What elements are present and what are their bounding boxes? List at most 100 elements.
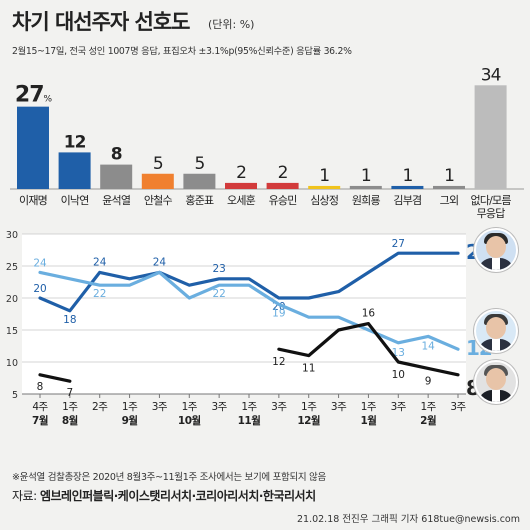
bar-chart: 27% 이재명 12 이낙연 8 윤석열 5 안철수 5 홍준표 2 오세훈 2 유승민 1 심상정 1 원희룡 1…	[10, 65, 524, 220]
page-title: 차기 대선주자 선호도	[12, 10, 191, 34]
x-label-week-3: 1주	[122, 401, 138, 413]
x-label-month-9: 12월	[297, 414, 320, 427]
x-label-week-10: 3주	[331, 401, 347, 413]
bar-6	[266, 182, 299, 189]
data-label-lee_jm-1: 18	[63, 314, 76, 326]
x-label-week-7: 1주	[241, 401, 257, 413]
x-label-month-0: 7월	[32, 414, 48, 427]
data-label-lee_ny-8: 19	[272, 307, 285, 319]
y-tick-25: 25	[6, 262, 18, 273]
bar-value-6: 2	[278, 163, 288, 183]
bar-category-11-line2: 무응답	[477, 207, 506, 220]
x-label-month-3: 9월	[122, 414, 138, 427]
bar-value-10: 1	[444, 166, 454, 186]
x-label-week-9: 1주	[301, 401, 317, 413]
x-label-week-12: 3주	[391, 401, 407, 413]
bar-value-11: 34	[481, 65, 501, 85]
data-label-lee_ny-13: 14	[421, 340, 435, 352]
bar-category-10: 그외	[440, 194, 459, 207]
x-label-week-8: 3주	[271, 401, 287, 413]
series-line-lee_ny-0	[38, 270, 460, 351]
bar-1	[58, 152, 91, 189]
bar-category-11: 없다/모름	[471, 194, 512, 207]
x-label-month-11: 1월	[360, 414, 376, 427]
x-label-week-6: 3주	[211, 401, 227, 413]
data-label-yoon-9: 11	[302, 363, 315, 375]
x-label-week-13: 1주	[420, 401, 436, 413]
bar-category-4: 홍준표	[185, 193, 214, 207]
data-label-yoon-13: 9	[425, 375, 432, 387]
data-label-yoon-11: 16	[362, 308, 376, 320]
footnote: ※윤석열 검찰총장은 2020년 8월3주~11월1주 조사에서는 보기에 포함…	[12, 472, 326, 483]
bar-value-1: 12	[64, 132, 86, 152]
bar-category-5: 오세훈	[227, 194, 256, 207]
bar-category-2: 윤석열	[102, 194, 131, 207]
data-label-lee_jm-0: 20	[33, 283, 46, 295]
bar-value-4: 5	[194, 154, 204, 174]
bar-0	[17, 106, 49, 189]
bar-category-9: 김부겸	[393, 194, 421, 207]
bar-value-2: 8	[111, 145, 122, 165]
y-tick-5: 5	[12, 390, 18, 401]
data-label-lee_ny-0: 24	[33, 257, 47, 269]
x-label-week-5: 1주	[182, 401, 198, 413]
data-label-lee_jm-12: 27	[392, 238, 405, 250]
avatar-yoon	[474, 360, 518, 404]
data-label-yoon-12: 10	[392, 369, 405, 381]
bar-7	[308, 185, 341, 189]
bar-category-3: 안철수	[144, 194, 173, 207]
x-label-month-13: 2월	[420, 414, 436, 427]
data-label-yoon-8: 12	[272, 356, 285, 368]
x-label-week-11: 1주	[361, 401, 377, 413]
series-line-yoon-1	[277, 321, 460, 377]
data-label-lee_ny-2: 22	[93, 288, 106, 300]
x-label-week-2: 2주	[92, 401, 108, 413]
x-label-week-0: 4주	[32, 401, 48, 413]
bar-10	[433, 185, 465, 189]
bar-category-0: 이재명	[19, 194, 47, 207]
data-label-lee_jm-4: 24	[153, 256, 167, 268]
plot-area	[22, 234, 466, 394]
bar-value-9: 1	[402, 166, 412, 186]
source-line: 자료: 엠브레인퍼블릭·케이스탯리서치·코리아리서치·한국리서치	[12, 489, 316, 503]
data-label-lee_ny-6: 22	[212, 288, 225, 300]
bar-category-8: 원희룡	[352, 194, 381, 207]
avatar-lee-ny	[474, 309, 518, 353]
x-label-month-1: 8월	[62, 414, 78, 427]
unit-label: (단위: %)	[208, 18, 255, 31]
y-tick-20: 20	[6, 294, 18, 305]
x-label-month-7: 11월	[238, 414, 261, 427]
x-label-week-1: 1주	[62, 401, 78, 413]
survey-info: 2월15~17일, 전국 성인 1007명 응답, 표집오차 ±3.1%p(95…	[12, 46, 352, 57]
bar-category-6: 유승민	[269, 194, 297, 207]
bar-2	[100, 164, 133, 189]
y-tick-30: 30	[6, 230, 18, 241]
bar-value-unit: %	[44, 95, 53, 105]
series-line-lee_jm-0	[38, 251, 460, 313]
x-label-week-14: 3주	[450, 401, 466, 413]
series-line-yoon-0	[38, 373, 72, 383]
bar-11	[474, 85, 507, 189]
bar-value-0: 27%	[15, 83, 53, 108]
credit-line: 21.02.18 전진우 그래픽 기자 618tue@newsis.com	[296, 514, 520, 525]
bar-value-5: 2	[236, 163, 246, 183]
source-names: 엠브레인퍼블릭·케이스탯리서치·코리아리서치·한국리서치	[39, 489, 316, 503]
x-label-month-5: 10월	[178, 414, 201, 427]
bar-4	[183, 173, 216, 189]
y-tick-15: 15	[6, 326, 18, 337]
bar-value-7: 1	[319, 166, 329, 186]
bar-8	[349, 185, 382, 189]
bar-category-7: 심상정	[310, 194, 338, 207]
data-label-yoon-0: 8	[37, 381, 44, 393]
bar-3	[141, 173, 174, 189]
bar-value-3: 5	[153, 154, 163, 174]
x-label-week-4: 3주	[152, 401, 168, 413]
bar-value-8: 1	[361, 166, 371, 186]
data-label-lee_jm-6: 23	[212, 263, 225, 275]
avatar-lee-jm	[474, 228, 518, 272]
data-label-yoon-1: 7	[67, 387, 74, 399]
data-label-lee_jm-2: 24	[93, 256, 107, 268]
bar-category-1: 이낙연	[61, 194, 89, 207]
bar-9	[391, 185, 424, 189]
